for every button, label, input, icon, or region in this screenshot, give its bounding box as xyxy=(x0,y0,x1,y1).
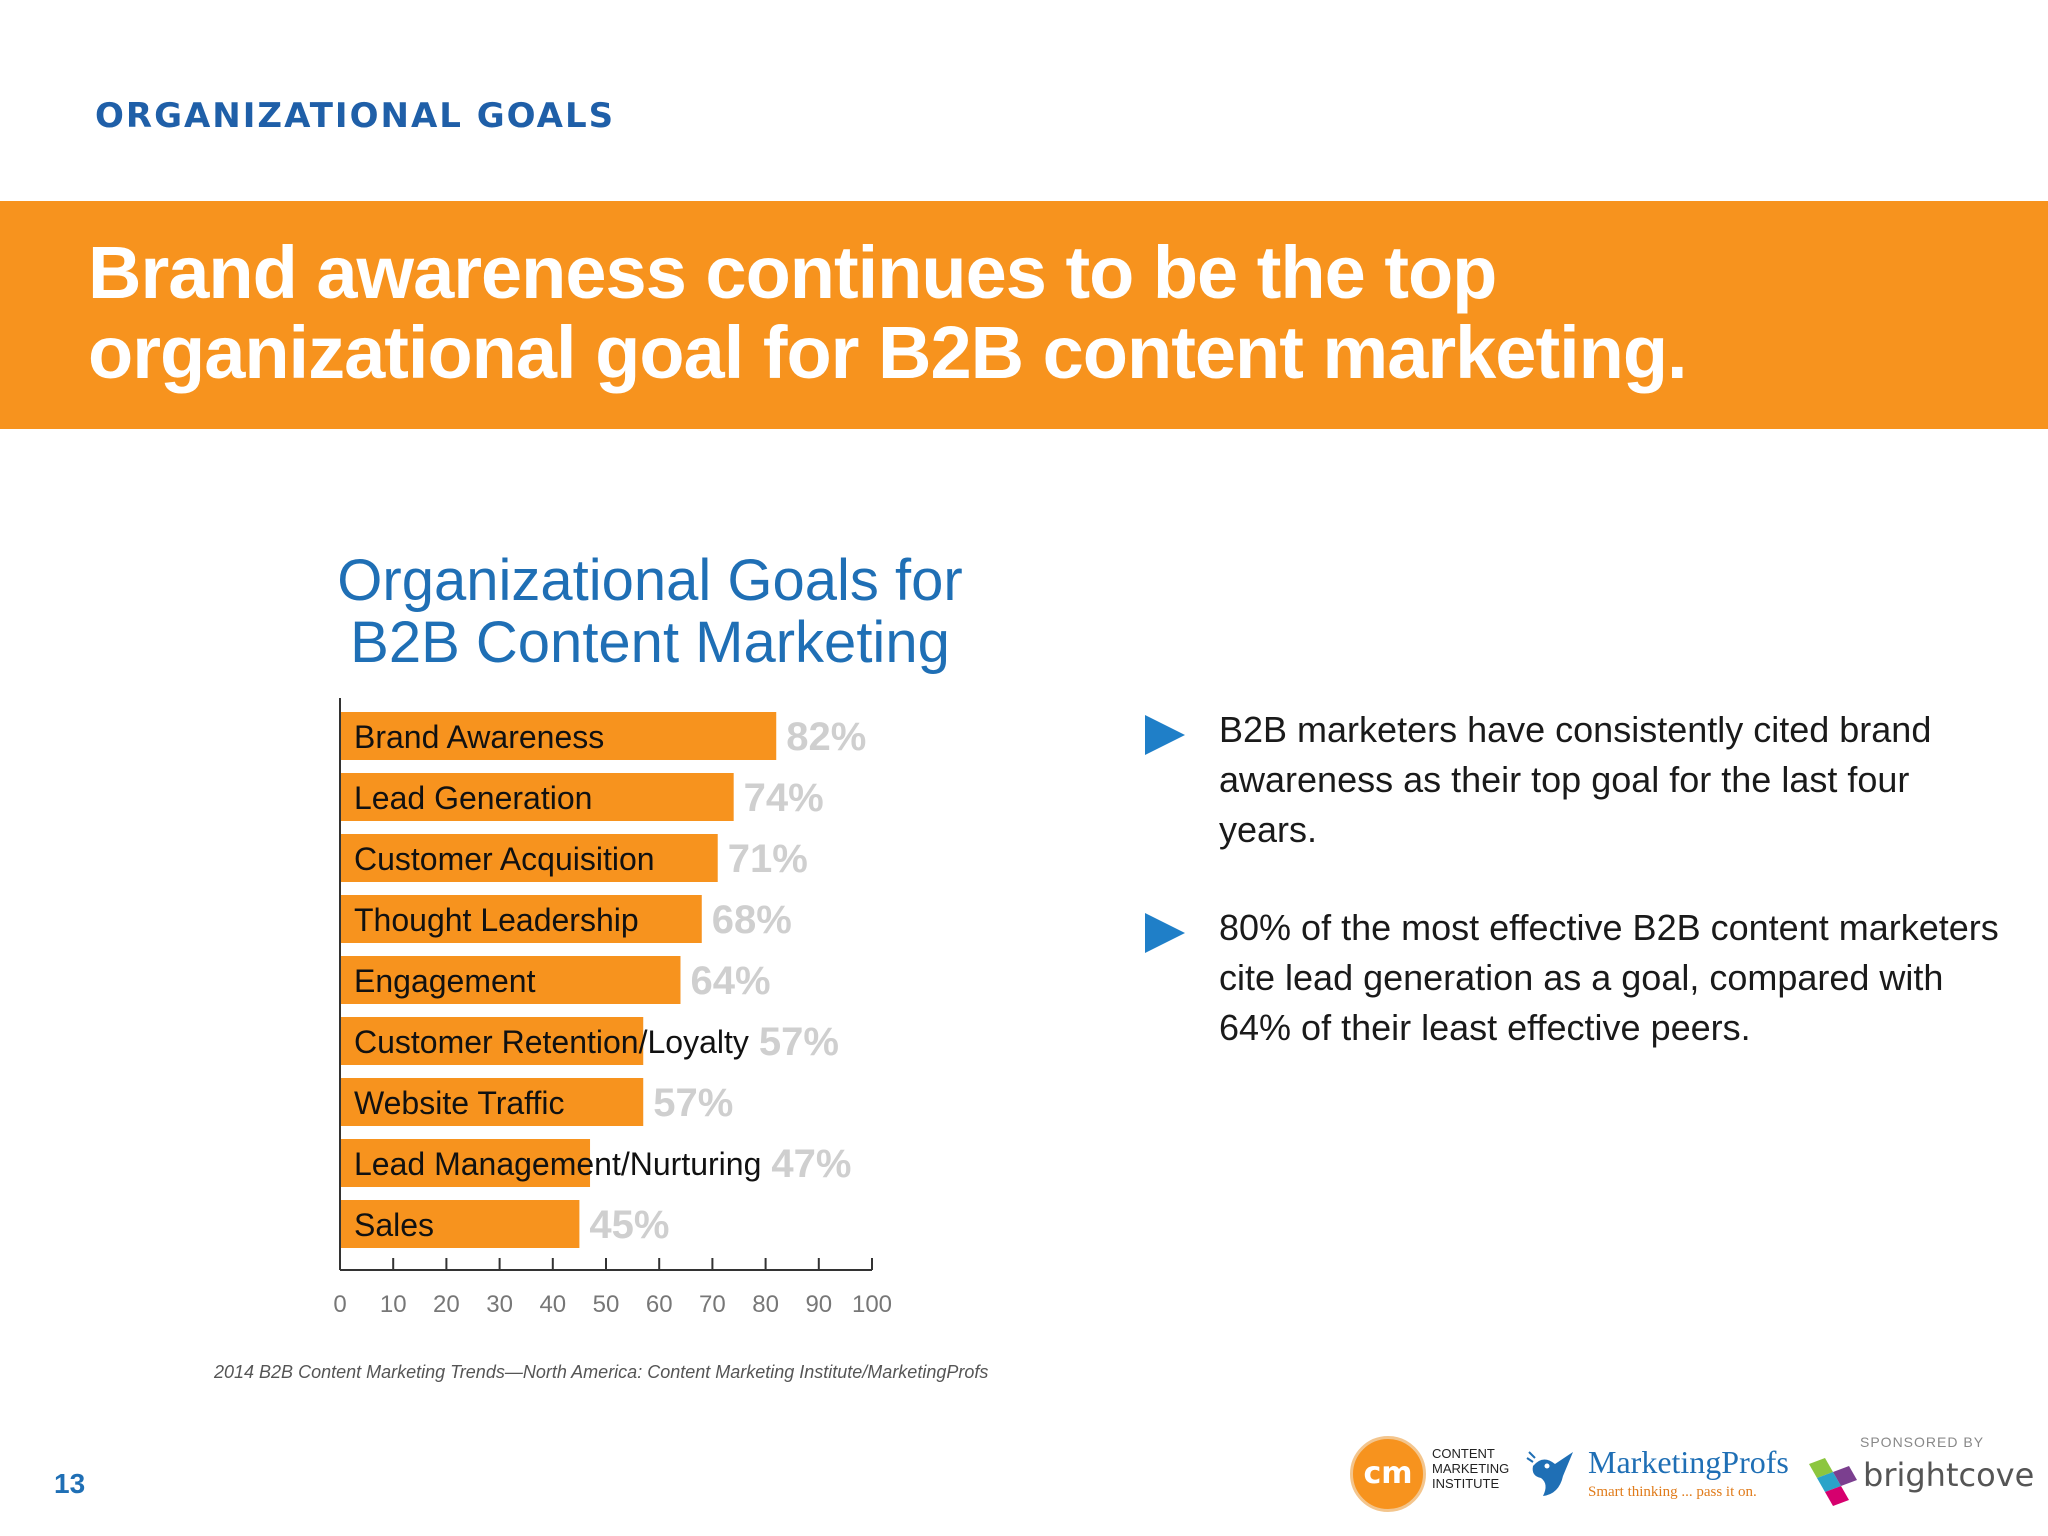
bar xyxy=(340,956,681,1004)
headline: Brand awareness continues to be the top … xyxy=(88,231,1688,394)
x-tick-label: 80 xyxy=(752,1291,779,1318)
bar-category-label: Customer Acquisition xyxy=(354,841,655,877)
marketingprofs-tagline: Smart thinking ... pass it on. xyxy=(1588,1484,1757,1500)
x-tick-label: 20 xyxy=(433,1291,460,1318)
headline-banner xyxy=(0,201,2048,429)
cmi-logo-line: MARKETING xyxy=(1432,1461,1510,1476)
bar-value-label: 74% xyxy=(744,776,824,820)
bar-category-label: Engagement xyxy=(354,963,536,999)
x-tick-label: 100 xyxy=(852,1291,892,1318)
bar xyxy=(340,1017,644,1065)
bullet-text: B2B marketers have consistently cited br… xyxy=(1219,709,1932,850)
brightcove-mark-icon xyxy=(1809,1458,1857,1506)
source-note: 2014 B2B Content Marketing Trends—North … xyxy=(214,1362,989,1382)
cmi-logo: cm CONTENT MARKETING INSTITUTE xyxy=(1350,1436,1510,1512)
bird-icon xyxy=(1526,1451,1573,1496)
brightcove-name: brightcove xyxy=(1863,1456,2035,1494)
x-tick-label: 0 xyxy=(333,1291,346,1318)
bar-value-label: 82% xyxy=(786,715,866,759)
x-tick-label: 70 xyxy=(699,1291,726,1318)
cmi-logo-line: CONTENT xyxy=(1432,1446,1495,1461)
bullet-list: B2B marketers have consistently cited br… xyxy=(1145,705,2005,1101)
bullet-text: 80% of the most effective B2B content ma… xyxy=(1219,907,1999,1048)
page-number: 13 xyxy=(54,1468,86,1499)
x-tick-label: 50 xyxy=(593,1291,620,1318)
section-label: ORGANIZATIONAL GOALS xyxy=(95,96,616,136)
cmi-logo-line: INSTITUTE xyxy=(1432,1476,1500,1491)
bullet-item: B2B marketers have consistently cited br… xyxy=(1145,705,2005,855)
bar xyxy=(340,1200,580,1248)
bar xyxy=(340,1078,644,1126)
bar-value-label: 57% xyxy=(759,1020,839,1064)
marketingprofs-logo: MarketingProfs Smart thinking ... pass i… xyxy=(1523,1440,1793,1510)
chart-title-line-1: Organizational Goals for xyxy=(337,548,963,613)
bullet-item: 80% of the most effective B2B content ma… xyxy=(1145,903,2005,1053)
bar-value-label: 57% xyxy=(653,1081,733,1125)
brightcove-logo: SPONSORED BY brightcove xyxy=(1805,1434,2034,1514)
bar-value-label: 45% xyxy=(589,1203,669,1247)
cmi-logo-text: CONTENT MARKETING INSTITUTE xyxy=(1432,1446,1509,1491)
x-tick-label: 60 xyxy=(646,1291,673,1318)
bar-category-label: Website Traffic xyxy=(354,1085,564,1121)
bar-category-label: Thought Leadership xyxy=(354,902,639,938)
chart-title: Organizational Goals for B2B Content Mar… xyxy=(300,550,1000,674)
bar-category-label: Lead Management/Nurturing xyxy=(354,1146,761,1182)
chart-title-line-2: B2B Content Marketing xyxy=(350,610,950,675)
marketingprofs-name: MarketingProfs xyxy=(1588,1444,1789,1480)
bar-category-label: Brand Awareness xyxy=(354,719,604,755)
cmi-logo-mark: cm xyxy=(1350,1436,1426,1512)
bar-value-label: 71% xyxy=(728,837,808,881)
bar-category-label: Customer Retention/Loyalty xyxy=(354,1024,749,1060)
triangle-arrow-icon xyxy=(1145,715,1185,755)
x-tick-label: 90 xyxy=(805,1291,832,1318)
x-tick-label: 10 xyxy=(380,1291,407,1318)
bar-value-label: 68% xyxy=(712,898,792,942)
bar-category-label: Sales xyxy=(354,1207,434,1243)
x-tick-label: 40 xyxy=(539,1291,566,1318)
bar xyxy=(340,1139,591,1187)
sponsored-by-label: SPONSORED BY xyxy=(1860,1434,1985,1450)
bar xyxy=(340,834,718,882)
bar-value-label: 64% xyxy=(690,959,770,1003)
bar-category-label: Lead Generation xyxy=(354,780,592,816)
bar xyxy=(340,712,777,760)
triangle-arrow-icon xyxy=(1145,913,1185,953)
bar-value-label: 47% xyxy=(771,1142,851,1186)
bar xyxy=(340,895,702,943)
bar xyxy=(340,773,734,821)
x-tick-label: 30 xyxy=(486,1291,513,1318)
